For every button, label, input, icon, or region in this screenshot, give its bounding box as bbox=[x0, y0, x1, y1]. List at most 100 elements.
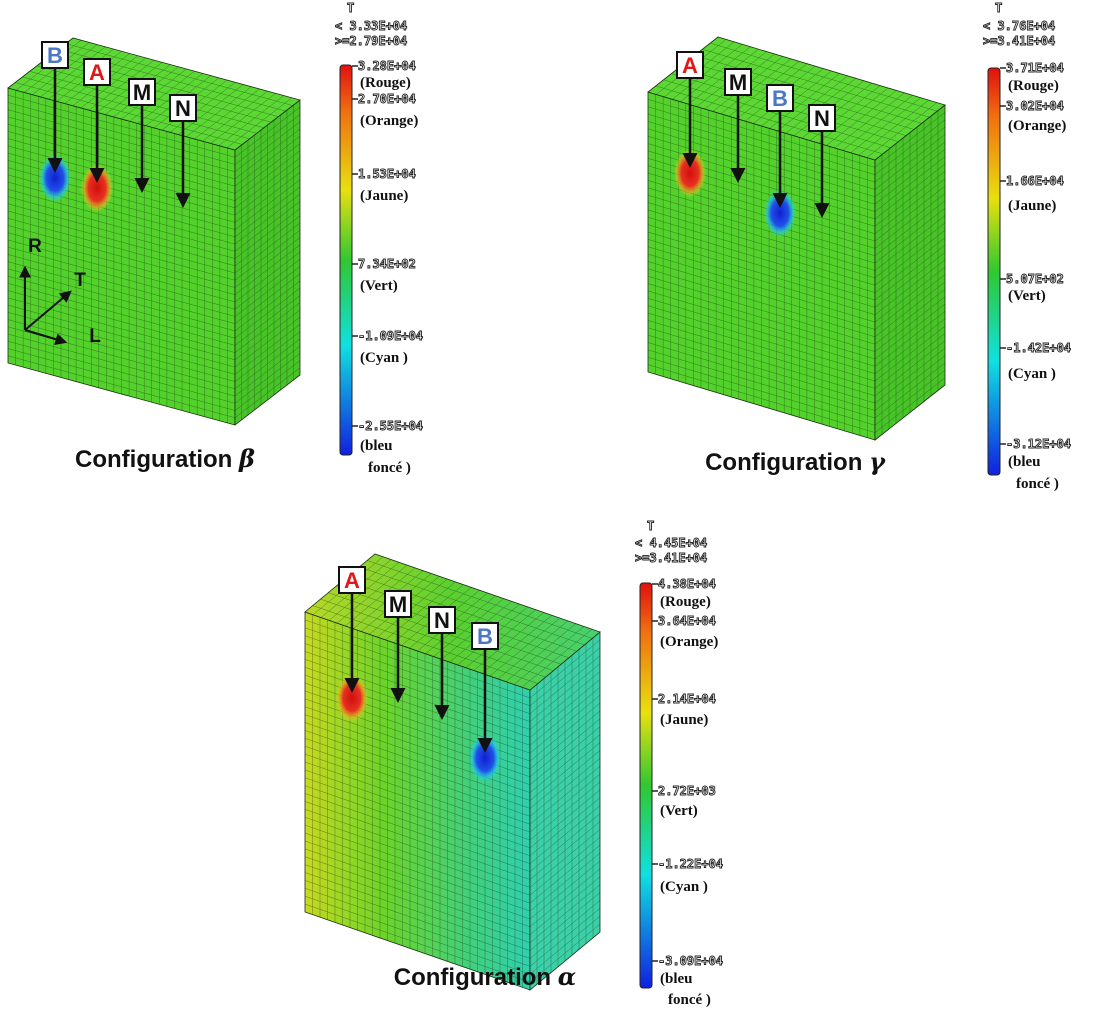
axis-label: R bbox=[28, 236, 42, 257]
mesh-line bbox=[529, 671, 601, 730]
mesh-line bbox=[304, 856, 531, 935]
mesh-line bbox=[304, 769, 531, 849]
mesh-line bbox=[304, 777, 531, 857]
mesh-line bbox=[304, 722, 531, 801]
mesh-line bbox=[7, 109, 236, 172]
mesh-line bbox=[521, 629, 593, 688]
mesh-line bbox=[7, 203, 236, 267]
color-bar bbox=[639, 582, 653, 989]
mesh-line bbox=[874, 178, 946, 234]
point-label: N bbox=[814, 106, 830, 131]
legend-color-name: foncé ) bbox=[1016, 476, 1059, 492]
point-box bbox=[83, 58, 111, 86]
legend-value: -1.09E+04 bbox=[358, 329, 423, 343]
mesh-line bbox=[367, 560, 593, 639]
mesh-line bbox=[647, 121, 876, 190]
mesh-line bbox=[304, 619, 531, 699]
mesh-line bbox=[234, 316, 301, 368]
mesh-line bbox=[234, 367, 301, 418]
mesh-line bbox=[304, 753, 531, 833]
legend-color-name: (Cyan ) bbox=[1008, 366, 1056, 382]
mesh-line bbox=[529, 900, 601, 959]
mesh-line bbox=[529, 860, 601, 920]
mesh-line bbox=[874, 325, 946, 382]
mesh-line bbox=[874, 318, 946, 374]
mesh-line bbox=[88, 59, 155, 111]
mesh-line bbox=[234, 244, 301, 295]
mesh-line bbox=[336, 564, 408, 624]
mesh-line bbox=[32, 44, 98, 95]
legend-color-name: (Rouge) bbox=[660, 594, 711, 610]
mesh-line bbox=[304, 864, 531, 943]
legend-value: -1.22E+04 bbox=[658, 857, 723, 871]
mesh-line bbox=[7, 239, 236, 303]
legend-color-name: (Vert) bbox=[1008, 288, 1046, 304]
legend-max: < 4.45E+04 bbox=[635, 536, 707, 550]
mesh-line bbox=[874, 207, 946, 264]
mesh-line bbox=[529, 884, 601, 943]
mesh-line bbox=[80, 57, 147, 109]
legend-max: < 3.33E+04 bbox=[335, 19, 407, 33]
mesh-line bbox=[7, 145, 236, 209]
mesh-line bbox=[647, 349, 876, 419]
mesh-line bbox=[304, 730, 531, 809]
point-label: A bbox=[89, 60, 105, 85]
mesh-line bbox=[874, 244, 946, 301]
mesh-line bbox=[22, 76, 250, 140]
point-box bbox=[808, 104, 836, 132]
mesh-line bbox=[529, 813, 601, 872]
mesh-line bbox=[647, 135, 876, 205]
legend-variable: T bbox=[647, 519, 654, 533]
legend-color-name: (Cyan ) bbox=[660, 879, 708, 895]
legend-color-name: (bleu bbox=[1008, 454, 1041, 470]
mesh-line bbox=[680, 46, 751, 102]
mesh-line bbox=[529, 852, 601, 912]
mesh-line bbox=[234, 302, 301, 353]
point-box bbox=[471, 622, 499, 650]
mesh-line bbox=[529, 718, 601, 778]
mesh-line bbox=[234, 150, 301, 201]
legend-value: 2.72E+03 bbox=[658, 784, 716, 798]
mesh-line bbox=[7, 189, 236, 252]
mesh-line bbox=[234, 107, 301, 158]
mesh-line bbox=[433, 598, 504, 657]
mesh-line bbox=[234, 266, 301, 317]
mesh-line bbox=[874, 171, 946, 227]
mesh-line bbox=[529, 908, 601, 967]
mesh-line bbox=[234, 295, 301, 346]
mesh-line bbox=[647, 99, 876, 168]
mesh-line bbox=[529, 916, 601, 975]
mesh-line bbox=[818, 87, 889, 144]
mesh-line bbox=[7, 297, 236, 361]
mesh-line bbox=[647, 202, 876, 271]
cold-spot bbox=[764, 189, 796, 237]
mesh-line bbox=[874, 200, 946, 256]
mesh-line bbox=[7, 348, 236, 411]
mesh-line bbox=[304, 848, 531, 928]
mesh-line bbox=[874, 215, 946, 271]
title-text: Configuration bbox=[75, 446, 232, 473]
mesh-line bbox=[529, 734, 601, 793]
mesh-line bbox=[529, 726, 601, 785]
mesh-line bbox=[234, 309, 301, 361]
legend-color-name: (Jaune) bbox=[360, 188, 408, 204]
legend-color-name: (bleu bbox=[360, 438, 393, 454]
mesh-line bbox=[304, 840, 531, 920]
mesh-line bbox=[647, 224, 876, 293]
cold-spot bbox=[39, 154, 71, 202]
mesh-line bbox=[647, 261, 876, 330]
mesh-line bbox=[874, 193, 946, 249]
mesh-line bbox=[304, 801, 531, 880]
mesh-line bbox=[777, 75, 848, 132]
mesh-line bbox=[40, 46, 106, 98]
mesh-line bbox=[234, 338, 301, 390]
mesh-line bbox=[7, 232, 236, 295]
mesh-line bbox=[874, 362, 946, 419]
mesh-line bbox=[48, 48, 114, 100]
mesh-line bbox=[874, 340, 946, 396]
mesh-line bbox=[874, 112, 946, 168]
mesh-line bbox=[234, 331, 301, 382]
mesh-line bbox=[234, 230, 301, 281]
point-box bbox=[338, 566, 366, 594]
